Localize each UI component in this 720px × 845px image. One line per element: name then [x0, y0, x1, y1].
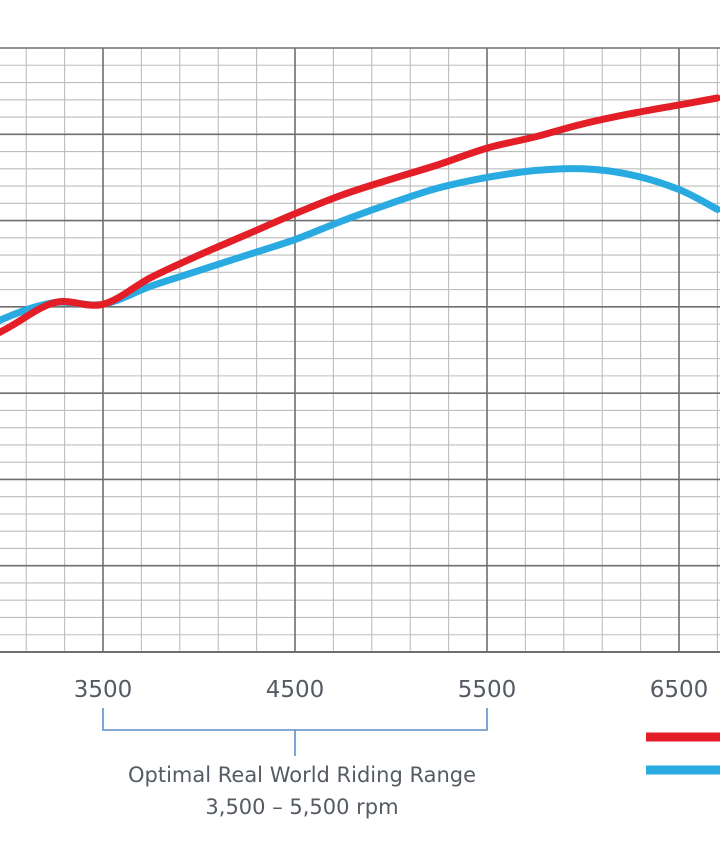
grid-major — [0, 47, 720, 653]
x-tick-labels: 3500 4500 5500 6500 — [74, 677, 709, 703]
x-tick-label: 3500 — [74, 677, 133, 703]
series-line-1 — [0, 94, 720, 337]
grid-minor — [0, 48, 720, 652]
x-tick-label: 6500 — [650, 677, 709, 703]
riding-range-label: Optimal Real World Riding Range — [128, 763, 476, 787]
series-layer — [0, 94, 720, 337]
x-tick-label: 5500 — [458, 677, 517, 703]
legend — [646, 732, 720, 775]
riding-range-annotation: Optimal Real World Riding Range 3,500 – … — [102, 708, 488, 819]
riding-range-bracket — [102, 708, 488, 756]
riding-range-rpm: 3,500 – 5,500 rpm — [205, 795, 398, 819]
x-tick-label: 4500 — [266, 677, 325, 703]
series-line-2 — [0, 165, 720, 325]
